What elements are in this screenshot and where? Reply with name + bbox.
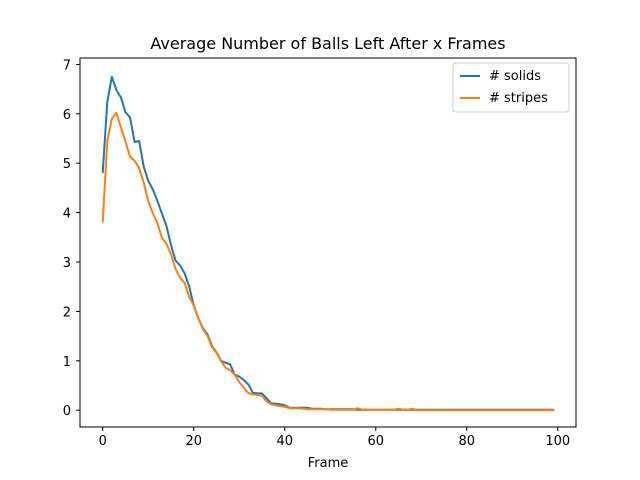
series-line-stripes xyxy=(101,111,555,412)
x-tick-label: 20 xyxy=(185,434,202,449)
legend-label-stripes: # stripes xyxy=(489,91,548,106)
y-tick-label: 0 xyxy=(63,404,71,419)
legend: # solids # stripes xyxy=(452,62,570,113)
y-axis: 0 1 2 3 4 5 6 7 xyxy=(63,58,80,419)
legend-box xyxy=(452,62,570,113)
x-axis: 0 20 40 60 80 100 xyxy=(99,427,570,449)
y-tick-label: 5 xyxy=(63,157,71,172)
y-tick-label: 7 xyxy=(63,58,71,73)
x-tick-label: 60 xyxy=(368,434,385,449)
legend-label-solids: # solids xyxy=(489,69,541,84)
y-tick-label: 3 xyxy=(63,256,71,271)
x-tick-label: 0 xyxy=(99,434,107,449)
plot-area xyxy=(79,57,577,428)
series-layer xyxy=(101,75,555,412)
chart-title: Average Number of Balls Left After x Fra… xyxy=(150,34,505,53)
y-tick-label: 6 xyxy=(63,108,71,123)
y-tick-label: 4 xyxy=(63,207,71,222)
x-tick-label: 80 xyxy=(459,434,476,449)
x-tick-label: 100 xyxy=(545,434,570,449)
y-tick-label: 2 xyxy=(63,305,71,320)
plot-frame xyxy=(79,57,577,428)
x-axis-title: Frame xyxy=(308,456,349,471)
x-tick-label: 40 xyxy=(276,434,293,449)
y-tick-label: 1 xyxy=(63,355,71,370)
